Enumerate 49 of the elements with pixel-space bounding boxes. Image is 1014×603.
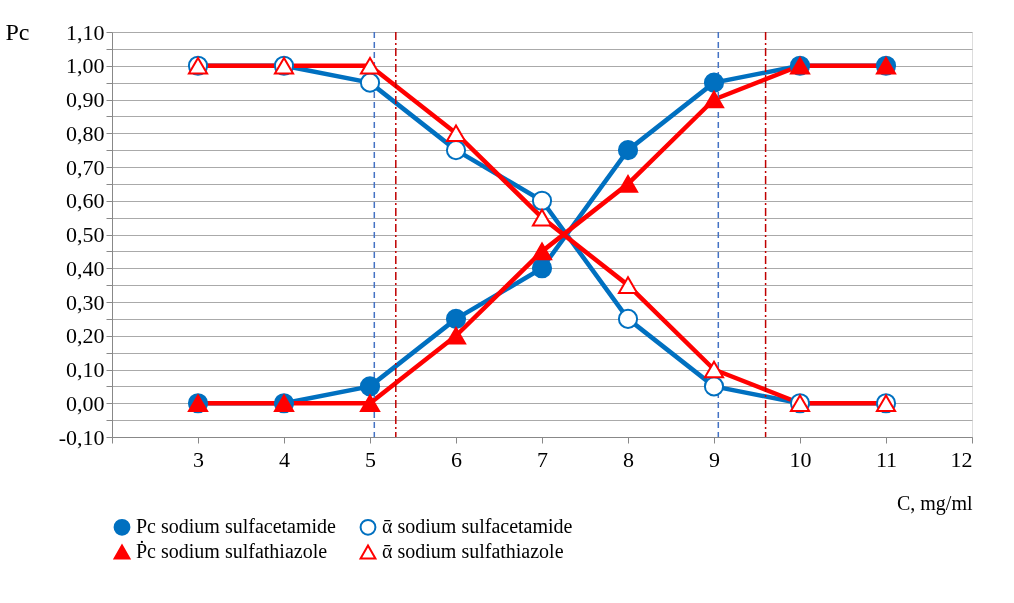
legend-label: Pc sodium sulfacetamide [136, 515, 337, 538]
y-tick-label: 0,20 [66, 323, 105, 349]
x-tick-label: 10 [789, 446, 812, 472]
point [617, 308, 639, 329]
point [445, 308, 467, 329]
point [359, 376, 381, 397]
point [359, 56, 381, 75]
x-tick-label: 9 [709, 446, 720, 472]
point [445, 124, 467, 143]
point [703, 90, 725, 109]
y-tick-label: 0,30 [66, 289, 105, 315]
point [531, 208, 553, 227]
x-tick-label: 11 [875, 446, 898, 472]
y-tick-label: 0,70 [66, 154, 105, 180]
x-tick-label: 6 [451, 446, 462, 472]
point [359, 394, 381, 413]
point [445, 140, 467, 161]
x-tick-label: 5 [365, 446, 376, 472]
y-tick-label: 1,00 [66, 53, 105, 79]
y-tick-label: 1,10 [66, 19, 105, 45]
y-tick-label: -0,10 [58, 424, 105, 450]
y-axis-title: Pc [5, 18, 30, 45]
point [703, 360, 725, 379]
y-tick-label: 0,80 [66, 120, 105, 146]
point [359, 72, 381, 93]
legend-label: ᾱ sodium sulfacetamide [382, 515, 573, 538]
point [445, 326, 467, 345]
point [617, 175, 639, 193]
legend-label: Ṗc sodium sulfathiazole [136, 540, 328, 562]
x-tick-label: 7 [537, 446, 548, 472]
point [531, 190, 553, 211]
x-tick-label: 4 [279, 446, 290, 472]
y-tick-label: 0,10 [66, 357, 105, 382]
point [531, 258, 553, 279]
x-tick-label: 8 [623, 446, 634, 472]
y-tick-label: 0,60 [66, 188, 105, 214]
point [531, 242, 553, 261]
point [617, 140, 639, 161]
y-tick-label: 0,40 [66, 255, 105, 281]
x-axis-title: C, mg/ml [896, 491, 973, 515]
y-tick-label: 0,90 [66, 87, 105, 112]
x-tick-label: 12 [950, 446, 973, 472]
point [703, 72, 725, 93]
x-tick-label: 3 [193, 446, 204, 472]
y-tick-label: 0,50 [66, 222, 105, 247]
point [617, 276, 639, 294]
legend-label: ᾱ sodium sulfathiazole [382, 540, 564, 562]
y-tick-label: 0,00 [66, 390, 105, 416]
point [703, 376, 725, 397]
